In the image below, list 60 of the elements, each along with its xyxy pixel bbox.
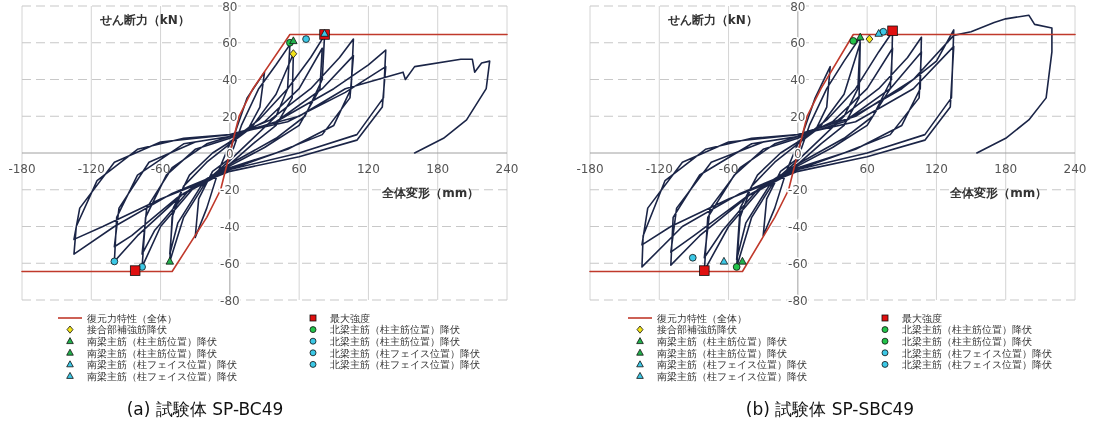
legend-label: 南梁主筋（柱主筋位置）降伏 bbox=[87, 336, 217, 347]
x-tick-label: -60 bbox=[150, 162, 171, 176]
legend-label: 接合部補強筋降伏 bbox=[657, 324, 737, 336]
legend-label: 南梁主筋（柱主筋位置）降伏 bbox=[657, 336, 787, 347]
legend-label: 北梁主筋（柱主筋位置）降伏 bbox=[330, 336, 460, 347]
y-tick-label: -80 bbox=[788, 293, 808, 308]
legend-label: 最大強度 bbox=[902, 312, 942, 324]
y-axis-title: せん断力（kN） bbox=[98, 13, 190, 28]
y-tick-label: 20 bbox=[222, 109, 238, 124]
y-tick-label: 40 bbox=[222, 73, 238, 87]
legend-label: 北梁主筋（柱主筋位置）降伏 bbox=[902, 324, 1032, 336]
x-tick-label: -120 bbox=[645, 162, 673, 176]
y-tick-label: 40 bbox=[790, 73, 806, 87]
y-tick-label: 80 bbox=[222, 0, 238, 14]
legend-label: 南梁主筋（柱フェイス位置）降伏 bbox=[657, 359, 807, 371]
legend-label: 北梁主筋（柱主筋位置）降伏 bbox=[330, 324, 460, 336]
x-tick-label: 120 bbox=[356, 162, 380, 176]
x-axis-title: 全体変形（mm） bbox=[381, 186, 480, 201]
legend-label: 復元力特性（全体） bbox=[87, 312, 177, 324]
legend-label: 北梁主筋（柱主筋位置）降伏 bbox=[902, 336, 1032, 347]
x-tick-label: 240 bbox=[1063, 162, 1087, 176]
legend-label: 南梁主筋（柱フェイス位置）降伏 bbox=[657, 370, 807, 382]
x-tick-label: 180 bbox=[426, 162, 450, 176]
y-tick-label: -20 bbox=[788, 183, 808, 198]
y-axis-title: せん断力（kN） bbox=[666, 13, 758, 28]
legend-label: 北梁主筋（柱フェイス位置）降伏 bbox=[330, 347, 480, 359]
y-tick-label: 20 bbox=[790, 109, 806, 124]
legend-label: 接合部補強筋降伏 bbox=[87, 324, 167, 336]
text: (b) 試験体 SP-SBC49 bbox=[745, 399, 915, 419]
legend-label: 南梁主筋（柱主筋位置）降伏 bbox=[87, 347, 217, 359]
legend-label: 最大強度 bbox=[330, 312, 370, 324]
legend-label: 南梁主筋（柱フェイス位置）降伏 bbox=[87, 359, 237, 371]
legend-label: 北梁主筋（柱フェイス位置）降伏 bbox=[902, 347, 1052, 359]
y-tick-label: 60 bbox=[222, 36, 238, 51]
x-tick-label: -180 bbox=[8, 162, 36, 176]
y-tick-label: -60 bbox=[220, 256, 240, 271]
y-tick-label: 0 bbox=[226, 146, 234, 161]
x-tick-label: 120 bbox=[924, 162, 948, 176]
y-tick-label: -40 bbox=[788, 220, 808, 234]
legend-label: 南梁主筋（柱主筋位置）降伏 bbox=[657, 347, 787, 359]
y-tick-label: -20 bbox=[220, 183, 240, 198]
y-tick-label: -60 bbox=[788, 256, 808, 271]
x-tick-label: 240 bbox=[495, 162, 519, 176]
y-tick-label: 60 bbox=[790, 36, 806, 51]
x-tick-label: 60 bbox=[291, 162, 307, 176]
legend-label: 北梁主筋（柱フェイス位置）降伏 bbox=[902, 359, 1052, 371]
legend-label: 南梁主筋（柱フェイス位置）降伏 bbox=[87, 370, 237, 382]
y-tick-label: -40 bbox=[220, 220, 240, 234]
legend-label: 北梁主筋（柱フェイス位置）降伏 bbox=[330, 359, 480, 371]
y-tick-label: -80 bbox=[220, 293, 240, 308]
legend-label: 復元力特性（全体） bbox=[657, 312, 747, 324]
y-tick-label: 0 bbox=[794, 146, 802, 161]
x-tick-label: -120 bbox=[77, 162, 105, 176]
x-tick-label: 180 bbox=[994, 162, 1018, 176]
x-axis-title: 全体変形（mm） bbox=[949, 186, 1048, 201]
text: (a) 試験体 SP-BC49 bbox=[126, 399, 284, 419]
x-tick-label: -180 bbox=[576, 162, 604, 176]
x-tick-label: -60 bbox=[718, 162, 739, 176]
y-tick-label: 80 bbox=[790, 0, 806, 14]
x-tick-label: 60 bbox=[859, 162, 875, 176]
